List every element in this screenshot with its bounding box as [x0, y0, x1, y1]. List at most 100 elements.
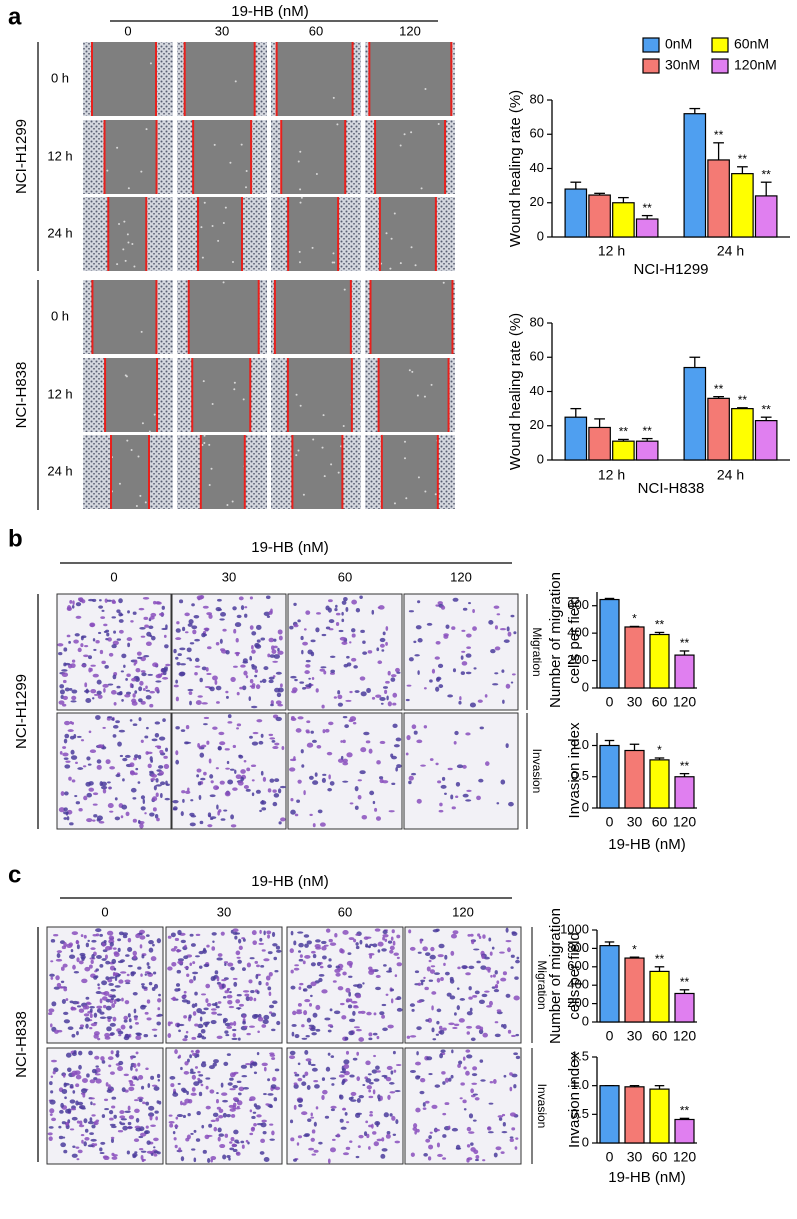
cell — [209, 794, 216, 798]
cell — [465, 732, 471, 736]
cell — [477, 699, 483, 703]
cell — [210, 780, 214, 784]
cell — [174, 1049, 178, 1055]
cell — [173, 648, 177, 654]
cell — [444, 954, 448, 960]
cell — [165, 624, 168, 630]
cell — [93, 814, 98, 818]
cell — [64, 687, 70, 692]
cell — [244, 613, 248, 618]
cell — [83, 795, 88, 801]
cell — [173, 684, 179, 688]
cell — [124, 374, 127, 377]
cell — [229, 1147, 235, 1151]
cell — [101, 980, 108, 986]
cell — [61, 672, 69, 678]
cell — [367, 650, 373, 654]
cell — [507, 631, 512, 637]
cell — [356, 1097, 361, 1103]
cell — [136, 651, 142, 656]
cell — [310, 962, 316, 967]
cell — [461, 629, 466, 632]
cell — [49, 1113, 53, 1116]
cell — [509, 1072, 513, 1076]
cell — [305, 1035, 310, 1038]
y-tick-label: 80 — [530, 91, 544, 106]
cell — [275, 700, 282, 705]
cell — [236, 956, 241, 959]
cell — [142, 596, 150, 600]
cell — [297, 160, 300, 163]
cell — [78, 1124, 85, 1128]
cell — [362, 640, 366, 644]
cell — [290, 985, 296, 990]
column-label: 0 — [124, 23, 131, 38]
cell — [492, 974, 496, 978]
cell — [389, 949, 394, 954]
cell — [185, 1030, 189, 1034]
cell — [150, 1124, 156, 1127]
micrograph — [403, 593, 519, 711]
cell — [366, 1133, 370, 1139]
cell — [135, 1035, 142, 1041]
cell — [345, 1050, 350, 1055]
cell — [224, 791, 231, 797]
cell — [479, 1059, 484, 1063]
cell — [343, 1059, 350, 1065]
cell — [211, 932, 217, 936]
cell — [71, 695, 77, 701]
cell — [353, 938, 357, 943]
cell — [328, 619, 335, 624]
cell — [509, 1086, 513, 1092]
cell — [230, 1114, 236, 1118]
cell — [199, 1011, 207, 1015]
cell — [268, 991, 272, 997]
cell — [142, 798, 146, 805]
cell — [447, 767, 453, 771]
cell — [341, 1068, 346, 1072]
row-label: Invasion — [530, 749, 544, 794]
cell — [463, 1108, 467, 1111]
cell — [176, 621, 180, 625]
cell — [262, 776, 267, 782]
cell — [382, 936, 385, 941]
legend-label: 60nM — [734, 36, 769, 52]
cell — [234, 1107, 241, 1110]
cell — [311, 1025, 316, 1030]
cell — [61, 669, 68, 672]
cell — [443, 962, 446, 967]
cell — [511, 1034, 516, 1037]
cell — [215, 685, 222, 691]
cell — [423, 725, 428, 729]
cell — [267, 951, 273, 955]
cell — [272, 1000, 278, 1005]
cell — [313, 1121, 317, 1127]
cell — [145, 689, 151, 692]
cell — [301, 1037, 308, 1040]
cell — [327, 607, 332, 613]
cell — [153, 1137, 159, 1142]
cell — [205, 998, 209, 1003]
cell — [218, 983, 224, 988]
cell — [112, 734, 117, 738]
cell — [470, 1037, 476, 1042]
cell — [156, 938, 162, 944]
cell — [257, 1030, 260, 1034]
cell — [90, 947, 96, 951]
cell — [220, 818, 226, 821]
cell — [88, 787, 95, 792]
cell — [79, 952, 86, 957]
cell — [382, 631, 386, 636]
column-label: 0 — [110, 569, 117, 584]
y-tick-label: 0 — [537, 451, 544, 466]
cell — [79, 1024, 85, 1028]
cell — [384, 689, 388, 694]
cell — [414, 654, 420, 657]
cell — [139, 823, 144, 829]
cell — [263, 1157, 270, 1162]
cell — [152, 971, 157, 975]
cell — [153, 1153, 158, 1157]
cell — [511, 1127, 516, 1131]
cell — [377, 1094, 381, 1100]
cell — [365, 1060, 371, 1066]
